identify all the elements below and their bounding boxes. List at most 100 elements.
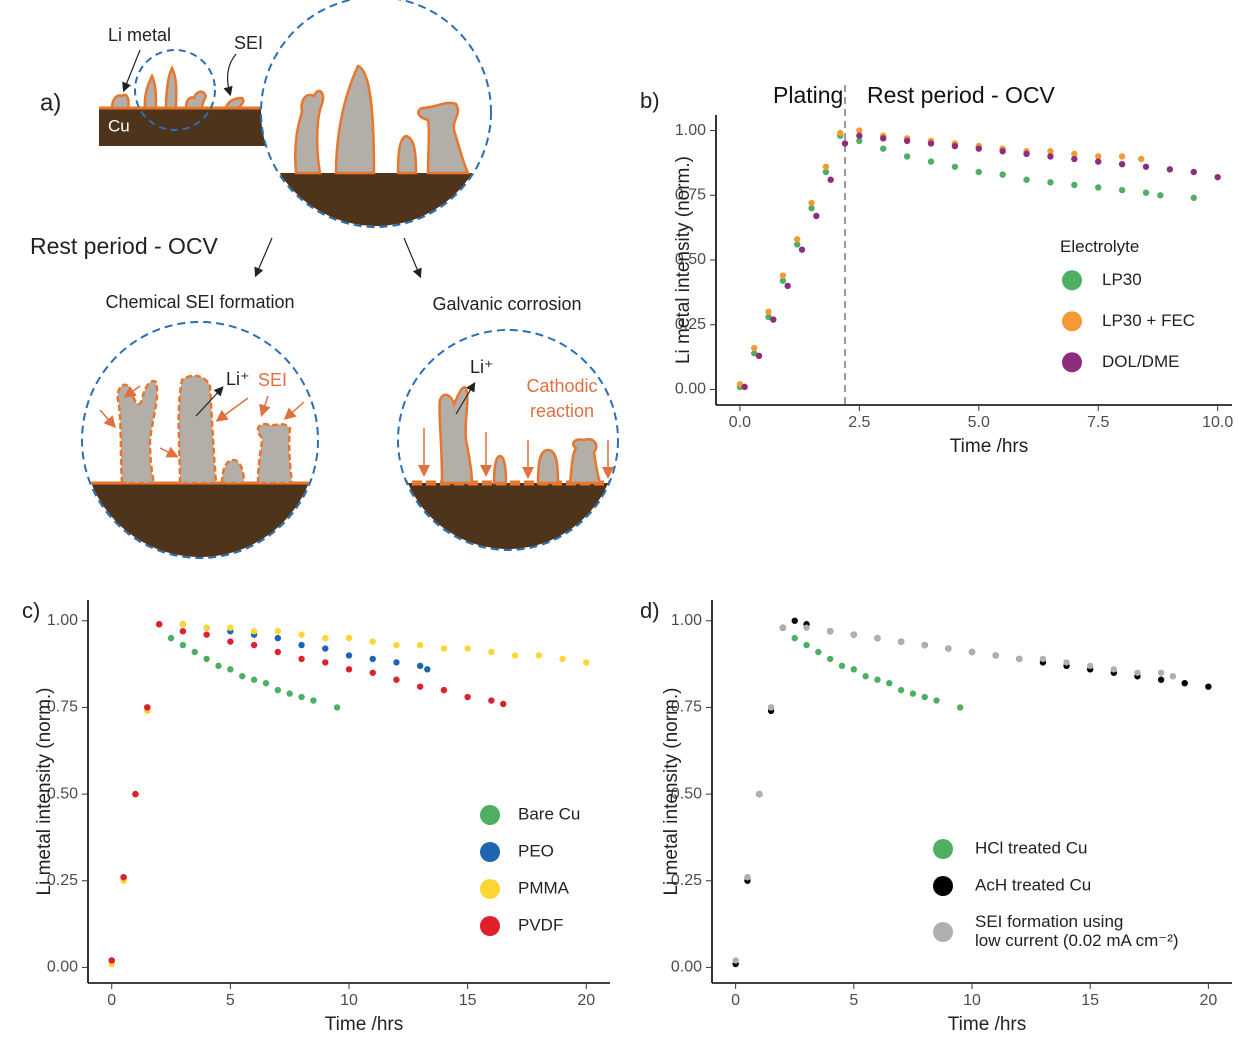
annotation: Rest period - OCV <box>867 82 1056 108</box>
y-tick-label: 1.00 <box>675 122 706 139</box>
point <box>250 676 258 683</box>
point <box>440 686 448 694</box>
point <box>1023 176 1030 183</box>
point <box>424 666 431 673</box>
point <box>203 655 210 663</box>
chart: 0 5 10 15 20 0.00 0.25 0.50 0.75 1.00 Time /hrs Li … <box>640 598 1232 1035</box>
point <box>927 140 935 147</box>
point <box>992 652 999 659</box>
point <box>345 634 353 642</box>
legend-label: AcH treated Cu <box>975 875 1091 894</box>
y-tick-label: 0.75 <box>671 699 702 716</box>
point <box>167 634 175 642</box>
point <box>903 153 911 160</box>
x-tick-label: 15 <box>1081 992 1099 1009</box>
legend-marker <box>1062 311 1082 332</box>
point <box>1095 184 1102 191</box>
point <box>945 645 952 652</box>
point <box>779 272 787 279</box>
point <box>822 168 830 176</box>
x-tick-label: 10 <box>963 992 981 1009</box>
point <box>927 158 935 165</box>
point <box>274 634 282 642</box>
li-ion-label: Li⁺ <box>226 369 250 389</box>
point <box>262 679 270 687</box>
point <box>1134 669 1141 676</box>
x-tick-label: 7.5 <box>1087 414 1109 431</box>
point <box>1016 655 1023 663</box>
point <box>416 641 424 649</box>
li-metal-label: Li metal <box>108 25 171 45</box>
point <box>274 686 282 694</box>
point <box>765 313 772 321</box>
point <box>1157 669 1165 676</box>
point <box>1157 676 1165 683</box>
point <box>755 352 763 360</box>
point <box>956 704 964 711</box>
point <box>535 652 543 659</box>
point <box>511 652 519 659</box>
point <box>903 137 911 145</box>
point <box>1205 683 1212 690</box>
x-tick-label: 0 <box>107 992 116 1009</box>
point <box>975 168 982 176</box>
point <box>1095 158 1102 165</box>
point <box>794 241 801 248</box>
point <box>179 641 187 649</box>
x-tick-label: 5.0 <box>968 414 990 431</box>
legend-label: LP30 + FEC <box>1102 311 1195 330</box>
point <box>1190 194 1197 202</box>
point <box>791 617 798 624</box>
point <box>803 624 810 631</box>
point <box>770 316 777 323</box>
point <box>369 669 376 676</box>
point <box>1157 192 1164 199</box>
y-tick-label: 0.75 <box>47 699 78 716</box>
y-tick-label: 0.00 <box>47 959 78 976</box>
point <box>464 693 471 701</box>
legend-label: PMMA <box>518 878 570 897</box>
point <box>880 145 887 152</box>
y-tick-label: 0.25 <box>47 872 78 889</box>
point <box>897 686 905 694</box>
point <box>203 631 210 638</box>
point <box>500 700 507 708</box>
point <box>322 634 329 642</box>
point <box>1118 160 1126 168</box>
point <box>333 704 341 711</box>
point <box>274 648 282 656</box>
li-ion-label: Li⁺ <box>470 357 494 377</box>
point <box>874 676 881 683</box>
panel-label: c) <box>22 598 40 623</box>
cu-label: Cu <box>108 116 130 135</box>
legend-label: HCl treated Cu <box>975 838 1087 857</box>
point <box>298 631 305 638</box>
legend-marker <box>933 876 953 896</box>
x-axis-label: Time /hrs <box>950 436 1028 457</box>
y-tick-label: 1.00 <box>671 612 702 629</box>
point <box>1142 189 1150 196</box>
point <box>1118 186 1126 194</box>
point <box>1039 655 1047 663</box>
point <box>751 350 758 357</box>
point <box>856 127 863 134</box>
point <box>874 634 881 642</box>
y-axis-label: Li metal intensity (norm.) <box>673 156 694 364</box>
galvanic-label: Galvanic corrosion <box>432 294 581 314</box>
legend-marker <box>480 842 500 862</box>
legend-label: PVDF <box>518 915 563 934</box>
point <box>1118 153 1126 160</box>
point <box>794 236 801 243</box>
point <box>227 638 234 645</box>
sei-label: SEI <box>258 370 287 390</box>
point <box>732 957 739 964</box>
y-axis-label: Li metal intensity (norm.) <box>661 687 682 895</box>
legend-label: Bare Cu <box>518 804 580 823</box>
y-axis-label: Li metal intensity (norm.) <box>34 687 55 895</box>
legend-marker <box>933 839 953 859</box>
point <box>416 662 424 670</box>
point <box>826 655 834 663</box>
point <box>951 163 959 170</box>
legend-label: SEI formation using low current (0.02 mA … <box>975 912 1179 950</box>
point <box>933 697 940 704</box>
